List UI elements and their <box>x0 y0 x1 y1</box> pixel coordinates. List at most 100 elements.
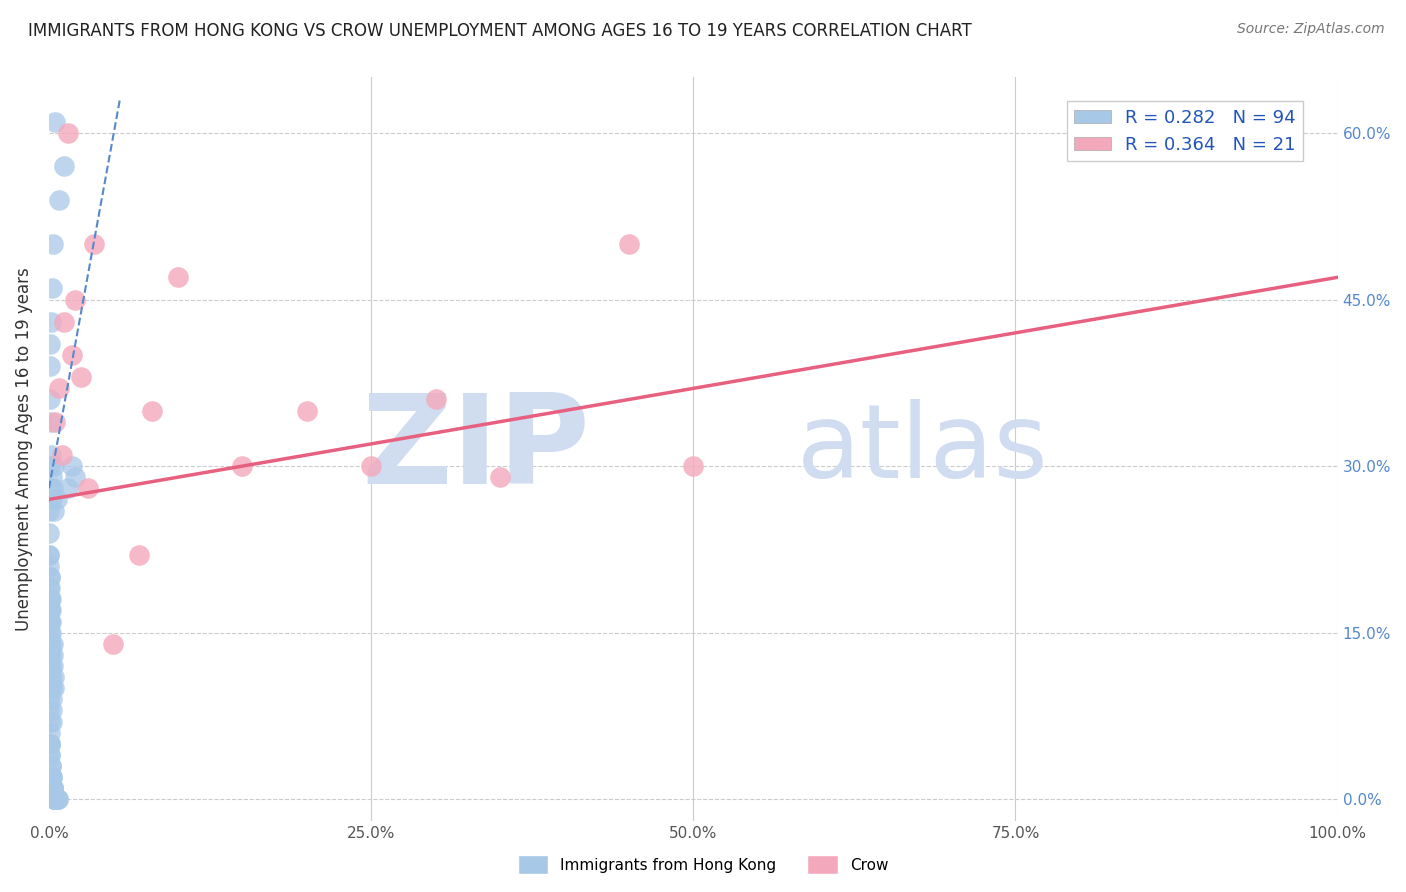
Point <box>38 548 60 562</box>
Point <box>42 503 65 517</box>
Point <box>103 637 125 651</box>
Point <box>38 603 60 617</box>
Point <box>38 359 60 373</box>
Point <box>41 770 63 784</box>
Point <box>38 570 60 584</box>
Point <box>42 459 65 474</box>
Point <box>39 681 62 696</box>
Point <box>39 659 62 673</box>
Text: ZIP: ZIP <box>361 389 591 510</box>
Point <box>39 659 62 673</box>
Point <box>39 737 62 751</box>
Point <box>141 403 163 417</box>
Point <box>42 781 65 796</box>
Point <box>41 492 63 507</box>
Point <box>38 615 60 629</box>
Point <box>41 714 63 729</box>
Point <box>39 625 62 640</box>
Point <box>39 459 62 474</box>
Point <box>166 270 188 285</box>
Point <box>42 792 65 806</box>
Point <box>41 770 63 784</box>
Point <box>39 615 62 629</box>
Point <box>44 792 66 806</box>
Point <box>76 481 98 495</box>
Point <box>39 392 62 407</box>
Point <box>42 781 65 796</box>
Point <box>39 747 62 762</box>
Point <box>39 637 62 651</box>
Point <box>38 692 60 706</box>
Point <box>58 126 80 140</box>
Point <box>38 725 60 739</box>
Point <box>295 403 318 417</box>
Point <box>45 792 67 806</box>
Point <box>39 770 62 784</box>
Point <box>38 581 60 595</box>
Text: Source: ZipAtlas.com: Source: ZipAtlas.com <box>1237 22 1385 37</box>
Text: IMMIGRANTS FROM HONG KONG VS CROW UNEMPLOYMENT AMONG AGES 16 TO 19 YEARS CORRELA: IMMIGRANTS FROM HONG KONG VS CROW UNEMPL… <box>28 22 972 40</box>
Point <box>60 459 83 474</box>
Point <box>60 348 83 362</box>
Point <box>39 415 62 429</box>
Point <box>128 548 150 562</box>
Point <box>45 492 67 507</box>
Point <box>39 337 62 351</box>
Point <box>231 459 253 474</box>
Point <box>425 392 447 407</box>
Point <box>39 770 62 784</box>
Point <box>45 792 67 806</box>
Point <box>39 603 62 617</box>
Point <box>51 448 73 462</box>
Point <box>39 603 62 617</box>
Point <box>42 637 65 651</box>
Point <box>46 792 69 806</box>
Point <box>38 714 60 729</box>
Point <box>39 648 62 662</box>
Point <box>39 737 62 751</box>
Point <box>38 592 60 607</box>
Point <box>39 670 62 684</box>
Point <box>38 737 60 751</box>
Legend: R = 0.282   N = 94, R = 0.364   N = 21: R = 0.282 N = 94, R = 0.364 N = 21 <box>1067 102 1303 161</box>
Point <box>39 759 62 773</box>
Point <box>42 681 65 696</box>
Point <box>39 625 62 640</box>
Point <box>39 581 62 595</box>
Legend: Immigrants from Hong Kong, Crow: Immigrants from Hong Kong, Crow <box>512 849 894 880</box>
Point <box>38 525 60 540</box>
Point <box>44 115 66 129</box>
Point <box>360 459 382 474</box>
Point <box>38 481 60 495</box>
Point <box>41 692 63 706</box>
Point <box>48 381 70 395</box>
Point <box>41 470 63 484</box>
Point <box>42 670 65 684</box>
Point <box>41 781 63 796</box>
Point <box>38 548 60 562</box>
Point <box>41 681 63 696</box>
Point <box>489 470 512 484</box>
Point <box>42 237 65 252</box>
Point <box>39 747 62 762</box>
Point <box>46 792 69 806</box>
Point <box>46 792 69 806</box>
Point <box>53 315 76 329</box>
Point <box>39 315 62 329</box>
Point <box>70 370 93 384</box>
Point <box>39 570 62 584</box>
Point <box>48 193 70 207</box>
Point <box>44 415 66 429</box>
Point <box>39 759 62 773</box>
Point <box>44 792 66 806</box>
Point <box>38 703 60 717</box>
Point <box>44 792 66 806</box>
Point <box>41 281 63 295</box>
Point <box>42 781 65 796</box>
Point <box>58 481 80 495</box>
Point <box>63 470 86 484</box>
Point <box>38 559 60 574</box>
Point <box>41 770 63 784</box>
Point <box>42 659 65 673</box>
Point <box>41 781 63 796</box>
